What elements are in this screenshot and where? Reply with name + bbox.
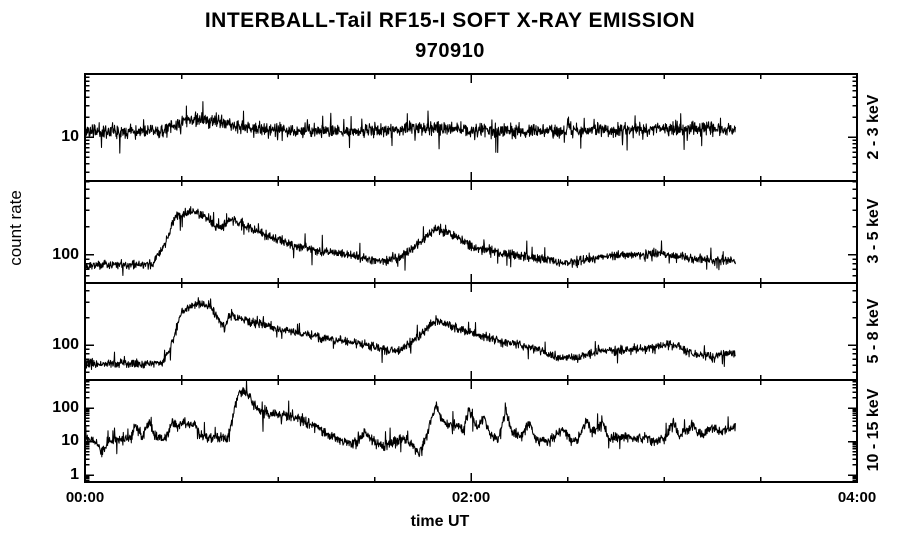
x-axis-label: time UT (410, 513, 470, 530)
ytick-panel3-100: 100 (52, 336, 79, 353)
chart-title: INTERBALL-Tail RF15-I SOFT X-RAY EMISSIO… (204, 9, 696, 32)
ytick-panel4-1: 1 (70, 466, 79, 483)
ytick-panel1-10: 10 (61, 128, 79, 145)
xtick-0000: 00:00 (65, 489, 105, 506)
chart-subtitle: 970910 (415, 40, 485, 62)
ytick-panel4-100: 100 (52, 399, 79, 416)
xtick-0400: 04:00 (837, 489, 877, 506)
ytick-panel4-10: 10 (61, 432, 79, 449)
ytick-panel2-100: 100 (52, 246, 79, 263)
xtick-0200: 02:00 (451, 489, 491, 506)
